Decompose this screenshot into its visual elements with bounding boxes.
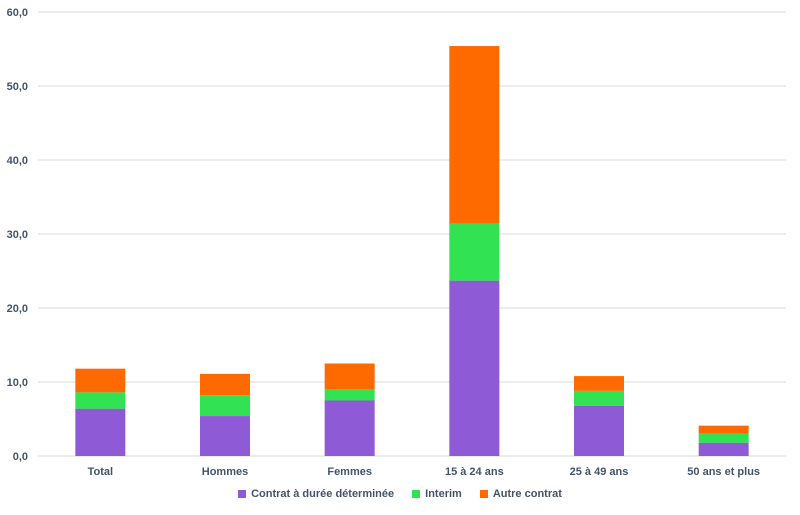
legend-swatch [479, 490, 488, 498]
bar-segment [698, 433, 749, 443]
x-tick-label: Total [88, 466, 113, 478]
y-tick-label: 20,0 [7, 303, 28, 315]
legend-label: Contrat à durée déterminée [251, 488, 395, 500]
bar-segment [449, 46, 500, 224]
legend-label: Autre contrat [492, 488, 562, 500]
bar-segment [200, 416, 250, 456]
legend-item: Interim [412, 488, 462, 500]
legend: Contrat à durée déterminée Interim Autre c… [0, 488, 800, 500]
bar-segment [200, 373, 250, 396]
bar-segment [698, 425, 749, 434]
bar-segment [574, 405, 624, 456]
bars [75, 46, 749, 456]
bar-segment [75, 368, 126, 393]
bar-segment [449, 223, 500, 281]
bar-segment [698, 442, 749, 456]
bar-segment [324, 389, 375, 401]
y-tick-label: 60,0 [7, 7, 28, 19]
bar-segment [75, 408, 126, 456]
y-tick-label: 50,0 [7, 81, 28, 93]
bar-segment [75, 392, 126, 409]
x-tick-label: Femmes [327, 466, 372, 478]
gridlines [38, 11, 786, 457]
y-axis-tick-labels: 0,0 10,0 20,0 30,0 40,0 50,0 60,0 [7, 7, 28, 463]
legend-item: Autre contrat [479, 488, 562, 500]
bar-segment [324, 363, 375, 390]
bar-segment [324, 400, 375, 456]
bar-segment [574, 390, 624, 406]
y-tick-label: 0,0 [13, 451, 28, 463]
y-tick-label: 30,0 [7, 229, 28, 241]
x-tick-label: 15 à 24 ans [445, 466, 504, 478]
legend-swatch [238, 490, 247, 498]
y-tick-label: 10,0 [7, 377, 28, 389]
bar-segment [574, 376, 624, 391]
x-tick-label: Hommes [202, 466, 248, 478]
bar-segment [449, 280, 500, 456]
x-tick-label: 25 à 49 ans [570, 466, 629, 478]
x-axis-tick-labels: Total Hommes Femmes 15 à 24 ans 25 à 49 ans 5… [88, 466, 760, 478]
bar-segment [200, 395, 250, 417]
legend-item: Contrat à durée déterminée [238, 488, 394, 500]
x-tick-label: 50 ans et plus [687, 466, 760, 478]
legend-label: Interim [425, 488, 462, 500]
y-tick-label: 40,0 [7, 155, 28, 167]
legend-swatch [412, 490, 421, 498]
